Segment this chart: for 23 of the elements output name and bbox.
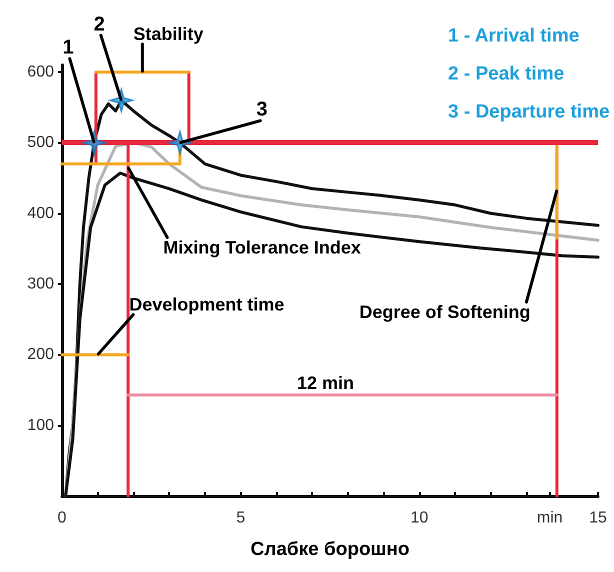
y-tick-label: 300 xyxy=(27,276,54,293)
x-tick-label: 10 xyxy=(410,510,428,526)
annotation: 2 - Peak time xyxy=(448,64,564,84)
annotation: 12 min xyxy=(296,372,354,393)
annotation: Degree of Softening xyxy=(359,302,530,322)
x-tick-label: 15 xyxy=(589,510,607,526)
annotation: 2 xyxy=(94,13,105,36)
x-tick-label: min xyxy=(536,510,563,526)
y-tick-label: 200 xyxy=(27,346,54,364)
x-axis-title: Слабке борошно xyxy=(250,539,410,560)
x-tick-label: 5 xyxy=(236,510,246,526)
annotation: 3 xyxy=(256,98,268,121)
y-tick-label: 100 xyxy=(27,416,54,434)
text: 1 - Arrival time xyxy=(448,26,580,46)
x-tick-label: 0 xyxy=(58,510,67,526)
y-tick-label: 500 xyxy=(27,134,54,152)
annotation: Development time xyxy=(129,294,284,315)
annotation: Stability xyxy=(133,24,204,44)
y-tick-label: 600 xyxy=(27,64,54,81)
y-tick-label: 400 xyxy=(27,204,54,222)
annotation: 3 - Departure time xyxy=(448,102,610,122)
annotation: 1 xyxy=(62,36,74,59)
annotation: Mixing Tolerance Index xyxy=(163,237,361,258)
